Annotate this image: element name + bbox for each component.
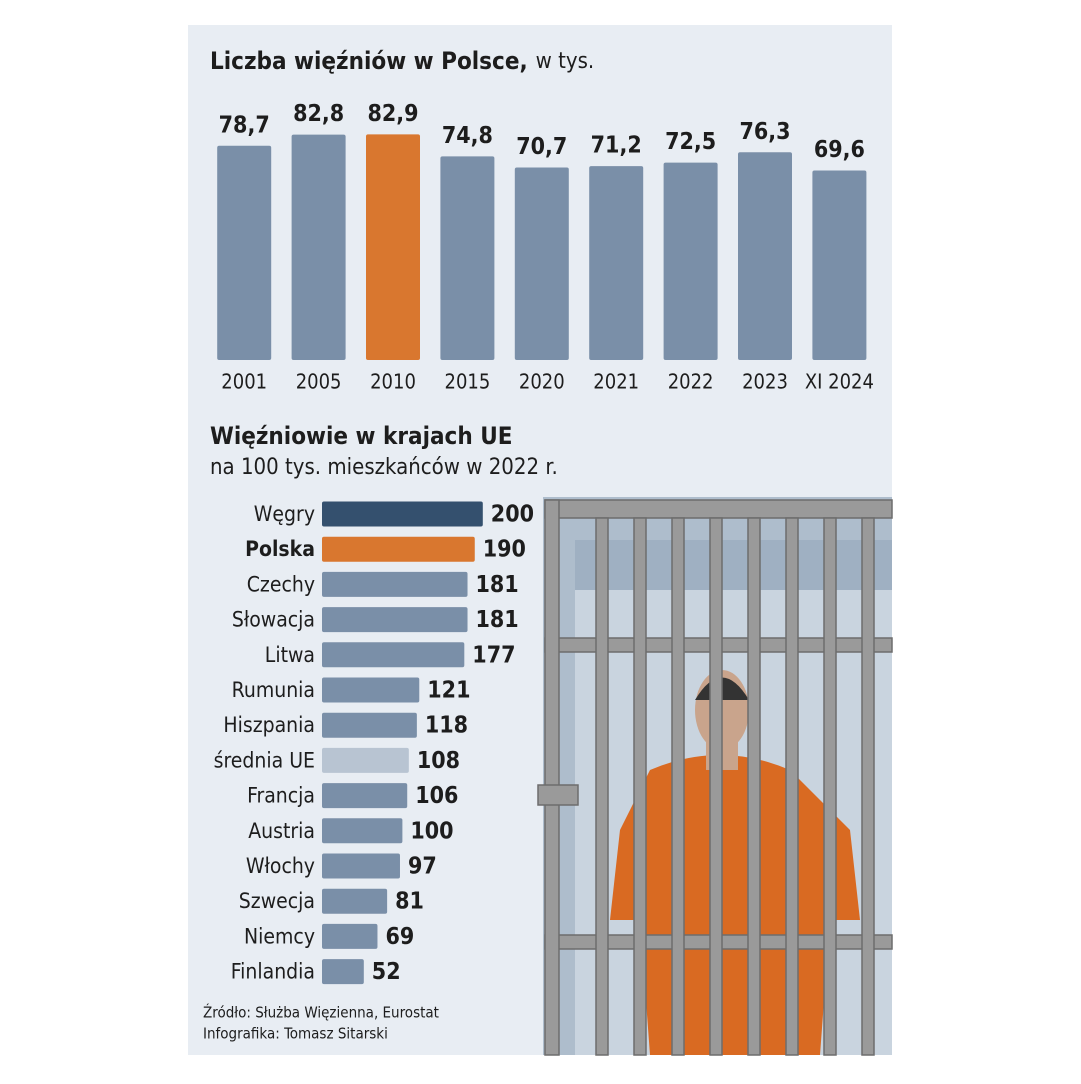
bar (322, 959, 364, 985)
chart-subtitle: na 100 tys. mieszkańców w 2022 r. (210, 455, 558, 480)
value-label: 82,8 (293, 101, 344, 127)
x-tick-label: 2022 (668, 370, 714, 394)
value-label: 69 (385, 924, 414, 950)
source: Źródło: Służba Więzienna, Eurostat (203, 1003, 439, 1022)
x-tick-label: 2020 (519, 370, 565, 394)
y-tick-label: Francja (247, 784, 315, 808)
bar (322, 783, 408, 809)
bar (291, 134, 346, 360)
y-tick-label: Hiszpania (223, 713, 315, 737)
x-tick-label: 2001 (221, 370, 267, 394)
bar (322, 888, 388, 914)
bar (322, 607, 468, 633)
value-label: 106 (415, 783, 458, 809)
y-tick-label: Litwa (265, 643, 315, 667)
bar (217, 145, 272, 360)
bar (440, 156, 495, 360)
bar (514, 167, 569, 360)
credit: Infografika: Tomasz Sitarski (203, 1025, 388, 1043)
value-label: 72,5 (665, 129, 716, 155)
value-label: 121 (427, 678, 470, 704)
value-label: 108 (417, 748, 460, 774)
bar (322, 536, 475, 562)
bar (322, 853, 400, 879)
value-label: 52 (372, 959, 401, 985)
value-label: 177 (472, 642, 515, 668)
y-tick-label: Austria (248, 819, 315, 843)
x-tick-label: 2023 (742, 370, 788, 394)
bar (663, 162, 718, 360)
bar (322, 712, 417, 738)
value-label: 181 (476, 572, 519, 598)
y-tick-label: Włochy (246, 854, 315, 878)
bar (589, 166, 644, 360)
y-tick-label: Szwecja (239, 889, 315, 913)
value-label: 100 (410, 818, 453, 844)
chart-title: Więźniowie w krajach UE (210, 422, 513, 450)
x-tick-label: 2010 (370, 370, 416, 394)
bar (366, 134, 420, 360)
bar (322, 677, 420, 703)
value-label: 74,8 (442, 123, 493, 149)
value-label: 82,9 (367, 101, 418, 127)
value-label: 70,7 (516, 134, 567, 160)
value-label: 71,2 (591, 133, 642, 159)
y-tick-label: średnia UE (214, 748, 315, 772)
x-tick-label: 2021 (593, 370, 639, 394)
chart-title: Liczba więźniów w Polsce, (210, 47, 528, 75)
bar (322, 818, 403, 844)
y-tick-label: Czechy (247, 572, 315, 596)
bar (322, 571, 468, 597)
bar (738, 152, 792, 360)
value-label: 69,6 (814, 137, 865, 163)
value-label: 118 (425, 713, 468, 739)
value-label: 181 (476, 607, 519, 633)
y-tick-label: Finlandia (231, 960, 315, 984)
bar (322, 642, 465, 668)
value-label: 190 (483, 537, 526, 563)
bar (322, 923, 378, 949)
y-tick-label: Węgry (254, 502, 315, 526)
y-tick-label: Słowacja (232, 608, 315, 632)
bar (812, 170, 867, 360)
bar (322, 747, 409, 773)
x-tick-label: XI 2024 (805, 370, 874, 394)
value-label: 81 (395, 889, 424, 915)
value-label: 78,7 (219, 112, 270, 138)
x-tick-label: 2005 (296, 370, 342, 394)
y-tick-label: Niemcy (244, 924, 315, 948)
x-tick-label: 2015 (445, 370, 491, 394)
value-label: 76,3 (739, 119, 790, 145)
y-tick-label: Rumunia (232, 678, 315, 702)
value-label: 97 (408, 854, 437, 880)
photo (537, 497, 893, 1056)
bar (322, 501, 483, 527)
chart-subtitle: w tys. (536, 49, 595, 74)
y-tick-label: Polska (245, 537, 315, 561)
value-label: 200 (491, 502, 534, 528)
